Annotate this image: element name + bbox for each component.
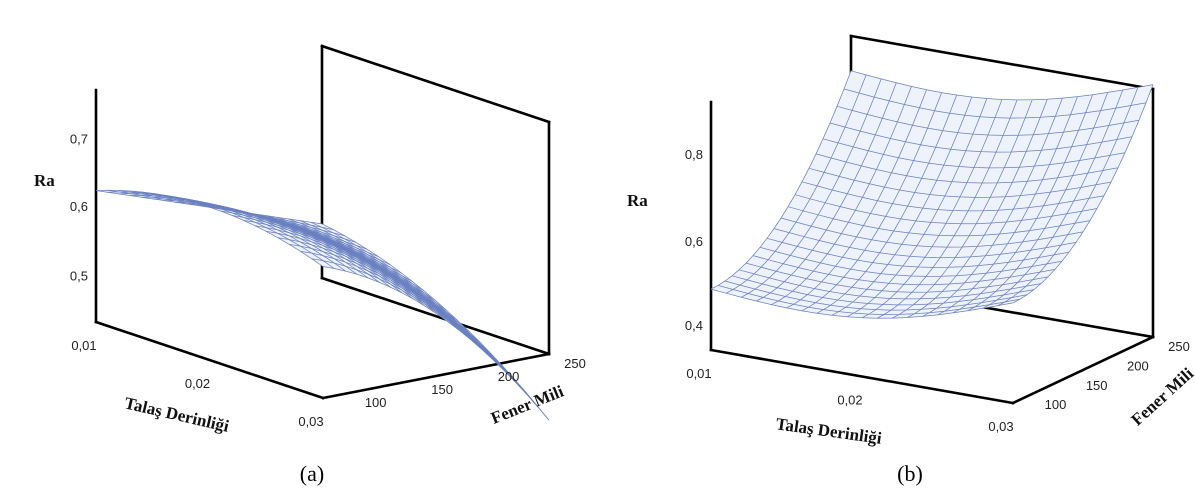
mesh-line [311,258,538,407]
mesh-line [759,246,1063,277]
y-tick-label: 200 [1127,358,1149,373]
z-tick-label: 0,4 [685,318,703,333]
axis-edge [849,34,1155,91]
y-tick-label: 250 [564,356,586,371]
mesh-line [801,181,1105,212]
mesh-line [197,205,425,307]
panel-caption: (a) [300,461,324,486]
axis-edge [320,44,551,124]
mesh-line [242,211,471,340]
z-axis-label: Ra [627,191,648,210]
y-tick-label: 250 [1168,339,1190,354]
axis-edge [1011,335,1155,405]
x-axis-label: Talaş Derinliği [775,414,883,448]
mesh-line [787,206,1091,237]
x-tick-label: 0,03 [298,414,323,429]
mesh-line [129,195,358,275]
mesh-line [276,216,505,371]
mesh-line [118,193,346,272]
y-tick-label: 100 [365,395,387,410]
mesh-line [773,228,1077,259]
mesh-line [265,215,493,360]
mesh-line [724,280,1028,311]
mesh-line [163,200,392,288]
mesh-line [175,201,403,294]
z-tick-label: 0,6 [685,234,703,249]
y-axis-label: Fener Mili [488,381,566,427]
z-tick-label: 0,5 [70,269,88,284]
mesh-line [815,153,1119,184]
mesh-line [186,203,414,300]
mesh-line [752,255,1056,286]
axis-edge [320,276,551,356]
surface-mesh [710,70,1154,319]
x-tick-label: 0,01 [686,366,711,381]
surface-plot-b: 0,4 0,6 0,8 0,01 0,02 0,03 100 150 200 250 Ra Talaş… [627,34,1195,486]
x-tick-label: 0,01 [71,338,96,353]
mesh-line [766,237,1070,268]
axis-box [94,44,551,400]
mesh-line [822,138,1126,169]
mesh-line [843,88,1147,119]
mesh-line [300,250,527,394]
mesh-line [254,213,482,350]
axis-edge [321,352,551,400]
mesh-line [141,196,369,279]
z-tick-label: 0,8 [685,147,703,162]
y-tick-label: 200 [498,369,520,384]
axis-edge [94,320,325,400]
mesh-line [794,194,1098,225]
mesh-line [710,288,1014,319]
mesh-line [310,221,538,408]
mesh-line [738,269,1042,300]
z-tick-label: 0,7 [70,132,88,147]
z-axis-label: Ra [34,171,55,190]
mesh-line [321,223,550,421]
x-tick-label: 0,02 [185,376,210,391]
x-tick-label: 0,03 [988,419,1013,434]
mesh-line [299,220,527,395]
surface-plot-a: 0,5 0,6 0,7 0,01 0,02 0,03 100 150 200 250 Ra Talaş… [34,44,586,486]
surface-fill [96,190,549,421]
mesh-line [287,218,516,383]
axis-edge [709,348,1015,405]
mesh-line [808,167,1112,198]
mesh-line [829,122,1133,153]
mesh-line [836,105,1140,136]
y-tick-label: 150 [431,382,453,397]
y-tick-label: 150 [1086,378,1108,393]
mesh-line [731,275,1035,306]
mesh-line [780,217,1084,248]
mesh-line [152,198,380,283]
x-axis-label: Talaş Derinliği [123,393,231,436]
z-tick-label: 0,6 [70,199,88,214]
surface-mesh [95,189,550,421]
mesh-line [717,285,1021,315]
x-tick-label: 0,02 [837,393,862,408]
y-tick-label: 100 [1045,397,1067,412]
panel-caption: (b) [897,461,923,486]
mesh-line [745,262,1049,293]
mesh-line [850,70,1154,101]
y-axis-label: Fener Mili [1127,364,1195,430]
